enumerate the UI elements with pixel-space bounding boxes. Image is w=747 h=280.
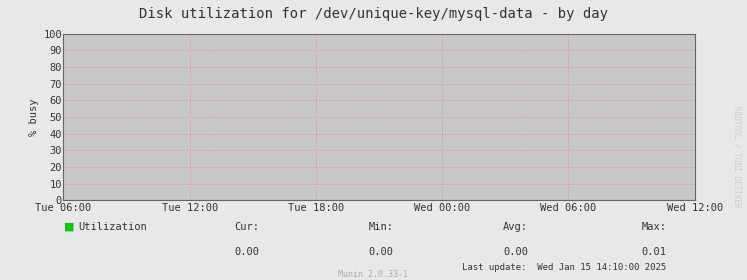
Text: Cur:: Cur: [234,222,259,232]
Text: Disk utilization for /dev/unique-key/mysql-data - by day: Disk utilization for /dev/unique-key/mys… [139,7,608,21]
Text: Last update:  Wed Jan 15 14:10:00 2025: Last update: Wed Jan 15 14:10:00 2025 [462,263,666,272]
Text: RRDTOOL / TOBI OETIKER: RRDTOOL / TOBI OETIKER [733,106,742,208]
Text: Avg:: Avg: [503,222,528,232]
Text: 0.00: 0.00 [368,247,394,257]
Text: 0.01: 0.01 [641,247,666,257]
Text: Max:: Max: [641,222,666,232]
Text: 0.00: 0.00 [234,247,259,257]
Text: ■: ■ [63,222,74,232]
Text: Utilization: Utilization [78,222,147,232]
Text: Munin 2.0.33-1: Munin 2.0.33-1 [338,270,409,279]
Y-axis label: % busy: % busy [29,98,39,136]
Text: 0.00: 0.00 [503,247,528,257]
Text: Min:: Min: [368,222,394,232]
